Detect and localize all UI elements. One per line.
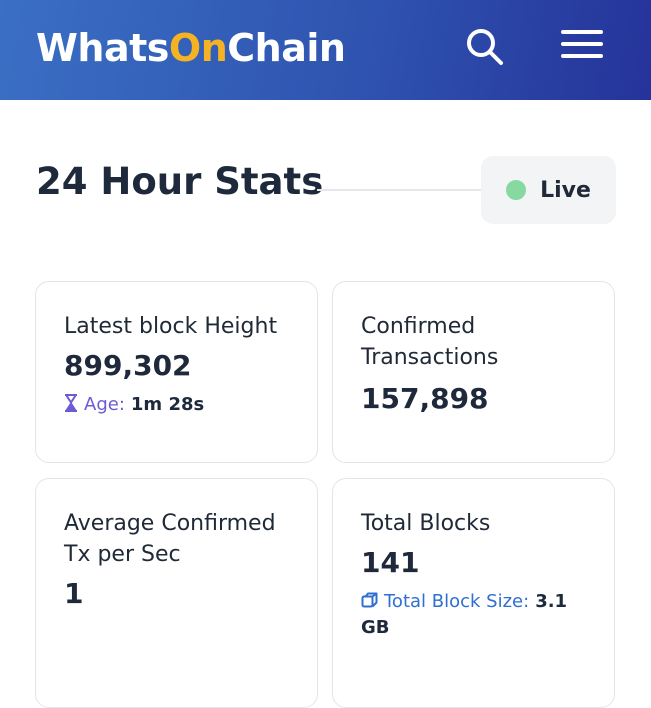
latest-block-value[interactable]: 899,302: [64, 349, 192, 382]
latest-block-card: Latest block Height 899,302 Age: 1m 28s: [35, 281, 318, 463]
block-age: Age: 1m 28s: [64, 392, 289, 418]
latest-block-label: Latest block Height: [64, 314, 278, 339]
live-status-badge[interactable]: Live: [481, 156, 616, 224]
block-size-value: 3.1 GB: [361, 591, 568, 638]
average-tx-value: 1: [64, 577, 84, 610]
average-tx-card: Average Confirmed Tx per Sec 1: [35, 478, 318, 708]
block-size-label: Total Block Size:: [384, 591, 530, 612]
confirmed-transactions-card: Confirmed Transactions 157,898: [332, 281, 615, 463]
average-tx-label: Average Confirmed Tx per Sec: [64, 511, 276, 567]
search-icon: [467, 29, 503, 65]
total-block-size: Total Block Size: 3.1 GB: [361, 589, 586, 641]
hourglass-icon: [65, 394, 77, 412]
live-label: Live: [540, 177, 591, 203]
top-header: WhatsOnChain: [0, 0, 651, 100]
cube-icon: [361, 592, 378, 608]
site-logo[interactable]: WhatsOnChain: [36, 26, 346, 70]
search-button[interactable]: [462, 24, 506, 68]
total-blocks-label: Total Blocks: [361, 511, 491, 536]
age-label: Age:: [84, 394, 125, 415]
hamburger-menu-icon: [561, 30, 603, 58]
live-indicator-dot: [506, 180, 527, 200]
total-blocks-value: 141: [361, 546, 420, 579]
page-title: 24 Hour Stats: [36, 160, 324, 203]
menu-button[interactable]: [560, 24, 604, 68]
title-divider: [317, 189, 483, 191]
confirmed-transactions-value: 157,898: [361, 382, 489, 415]
total-blocks-card: Total Blocks 141 Total Block Size: 3.1 GB: [332, 478, 615, 708]
confirmed-transactions-label: Confirmed Transactions: [361, 314, 499, 370]
age-value: 1m 28s: [130, 394, 205, 415]
